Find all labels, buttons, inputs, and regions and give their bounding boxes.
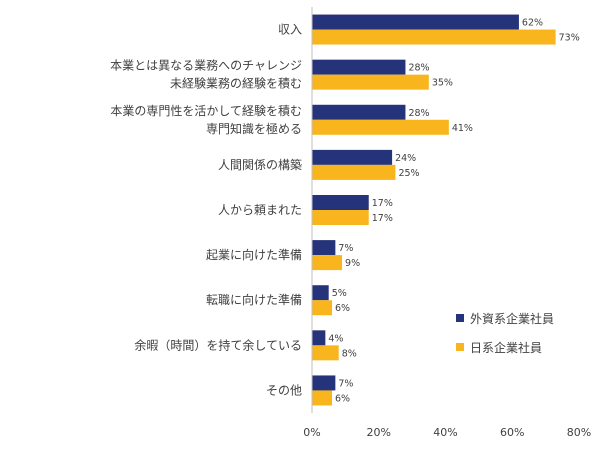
bar-japanese-5 — [312, 255, 343, 271]
value-label-japanese-5: 9% — [345, 258, 360, 269]
category-label-6-0: 転職に向けた準備 — [206, 292, 302, 307]
bar-foreign-0 — [312, 14, 519, 30]
value-label-japanese-7: 8% — [342, 348, 357, 359]
category-label-1-1: 未経験業務の経験を積む — [170, 76, 302, 91]
value-label-japanese-8: 6% — [335, 393, 350, 404]
category-label-8-0: その他 — [266, 383, 302, 397]
bar-foreign-5 — [312, 240, 336, 256]
legend-swatch-0 — [456, 314, 464, 322]
x-tick-label-4: 80% — [567, 426, 591, 439]
category-label-0-0: 収入 — [278, 23, 302, 37]
bar-foreign-8 — [312, 375, 336, 391]
value-label-japanese-4: 17% — [372, 213, 393, 224]
category-label-2-0: 本業の専門性を活かして経験を積む — [110, 103, 302, 118]
bar-japanese-2 — [312, 119, 449, 135]
bar-foreign-7 — [312, 330, 326, 346]
category-label-2-1: 専門知識を極める — [206, 121, 302, 136]
bar-japanese-3 — [312, 164, 396, 180]
value-label-japanese-3: 25% — [398, 168, 419, 179]
value-label-foreign-3: 24% — [395, 153, 416, 164]
category-label-7-0: 余暇（時間）を持て余している — [134, 337, 302, 352]
category-label-4-0: 人から頼まれた — [218, 203, 302, 217]
value-label-japanese-2: 41% — [452, 123, 473, 134]
bar-foreign-6 — [312, 285, 329, 301]
x-tick-label-3: 60% — [500, 426, 524, 439]
value-label-foreign-6: 5% — [332, 288, 347, 299]
bar-japanese-6 — [312, 300, 333, 316]
x-tick-label-0: 0% — [303, 426, 320, 439]
value-label-japanese-6: 6% — [335, 303, 350, 314]
bar-foreign-1 — [312, 59, 406, 75]
value-label-foreign-8: 7% — [338, 378, 353, 389]
legend-swatch-1 — [456, 343, 464, 351]
legend-label-1: 日系企業社員 — [470, 340, 542, 355]
category-label-1-0: 本業とは異なる業務へのチャレンジ — [110, 59, 302, 73]
x-tick-label-1: 20% — [367, 426, 391, 439]
category-label-3-0: 人間関係の構築 — [218, 157, 302, 172]
bar-japanese-1 — [312, 74, 429, 90]
value-label-foreign-5: 7% — [338, 243, 353, 254]
value-label-foreign-2: 28% — [408, 108, 429, 119]
value-label-foreign-4: 17% — [372, 198, 393, 209]
x-tick-label-2: 40% — [433, 426, 457, 439]
value-label-japanese-0: 73% — [559, 33, 580, 44]
value-label-foreign-7: 4% — [328, 333, 343, 344]
legend-label-0: 外資系企業社員 — [470, 311, 554, 326]
value-label-foreign-0: 62% — [522, 18, 543, 29]
bar-foreign-2 — [312, 104, 406, 120]
bar-japanese-4 — [312, 210, 369, 225]
value-label-foreign-1: 28% — [408, 63, 429, 74]
bar-japanese-7 — [312, 345, 339, 361]
category-label-5-0: 起業に向けた準備 — [206, 247, 302, 262]
bar-foreign-4 — [312, 195, 369, 210]
bar-japanese-0 — [312, 29, 556, 45]
bar-japanese-8 — [312, 390, 333, 406]
bar-foreign-3 — [312, 149, 393, 165]
value-label-japanese-1: 35% — [432, 78, 453, 89]
